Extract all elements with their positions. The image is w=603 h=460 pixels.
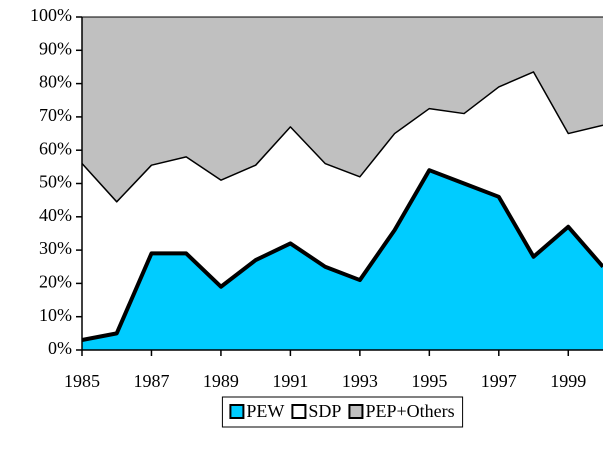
y-tick-label: 90% bbox=[39, 38, 72, 58]
y-tick-label: 10% bbox=[39, 305, 72, 325]
y-tick-label: 50% bbox=[39, 172, 72, 192]
legend-swatch bbox=[229, 404, 245, 419]
y-tick-label: 60% bbox=[39, 138, 72, 158]
x-tick-label: 1987 bbox=[133, 371, 169, 391]
x-tick-label: 1991 bbox=[272, 371, 308, 391]
y-tick-label: 20% bbox=[39, 272, 72, 292]
x-tick-label: 1999 bbox=[550, 371, 586, 391]
area bbox=[82, 71, 603, 341]
x-tick-label: 1985 bbox=[64, 371, 100, 391]
legend-label: PEP+Others bbox=[365, 401, 454, 421]
y-tick-label: 100% bbox=[30, 5, 72, 25]
legend-swatch bbox=[291, 404, 307, 419]
x-tick-label: 1989 bbox=[203, 371, 239, 391]
x-tick-label: 1993 bbox=[342, 371, 378, 391]
y-tick-label: 70% bbox=[39, 105, 72, 125]
y-tick-label: 40% bbox=[39, 205, 72, 225]
area bbox=[82, 17, 603, 202]
legend-swatch bbox=[348, 404, 364, 419]
area-line bbox=[81, 168, 603, 342]
y-tick-label: 0% bbox=[48, 338, 72, 358]
y-tick-label: 80% bbox=[39, 72, 72, 92]
x-tick-label: 1995 bbox=[411, 371, 447, 391]
legend-label: SDP bbox=[308, 401, 341, 421]
y-tick-label: 30% bbox=[39, 238, 72, 258]
x-tick-label: 1997 bbox=[481, 371, 517, 391]
area bbox=[82, 170, 603, 350]
area-line bbox=[81, 71, 603, 203]
legend-label: PEW bbox=[246, 401, 284, 421]
legend-box bbox=[221, 396, 464, 428]
legend: PEW SDP PEP+Others bbox=[221, 396, 464, 428]
